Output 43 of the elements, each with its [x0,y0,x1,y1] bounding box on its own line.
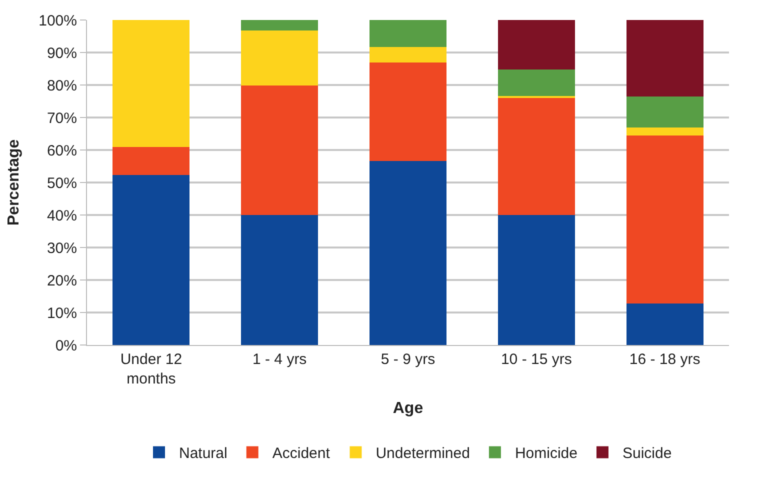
y-tick-label: 20% [46,272,77,290]
x-tick-label: 10 - 15 yrs [500,351,572,368]
bar [498,70,575,96]
y-tick-label: 80% [46,77,77,94]
bar [112,175,190,345]
x-tick-label: 16 - 18 yrs [629,351,700,368]
x-tick-label: 5 - 9 yrs [380,351,436,368]
bar [498,20,575,70]
y-tick-label: 90% [46,44,77,62]
x-tick-label: Under 12 months [120,351,182,388]
bar [369,161,447,345]
x-axis-title: Age [392,400,424,418]
bar [241,85,318,215]
bar [369,46,447,62]
y-axis-title: Percentage [6,139,23,226]
bar [369,20,447,47]
bar [369,62,447,162]
legend-label: Homicide [514,445,578,462]
y-tick-label: 10% [46,304,77,322]
bar [626,96,704,128]
bar [626,127,704,136]
bar [112,20,190,148]
bar [626,20,704,96]
bar [241,215,318,345]
bar [112,147,190,176]
y-tick-label: 100% [38,12,77,30]
y-tick-label: 50% [46,174,77,192]
legend-label: Natural [179,445,228,462]
y-tick-label: 0% [55,337,77,354]
bar [241,30,318,86]
y-tick-label: 40% [46,207,77,224]
y-tick-label: 60% [46,142,77,160]
bar [498,215,575,345]
bar [626,135,704,304]
legend-label: Accident [272,445,331,462]
legend-label: Undetermined [376,445,470,462]
x-tick-label: 1 - 4 yrs [252,351,307,368]
bar [241,20,318,30]
bar [626,303,704,345]
y-tick-label: 30% [46,240,77,257]
legend-label: Suicide [622,445,672,462]
y-tick-label: 70% [46,110,77,127]
bar [498,98,575,215]
